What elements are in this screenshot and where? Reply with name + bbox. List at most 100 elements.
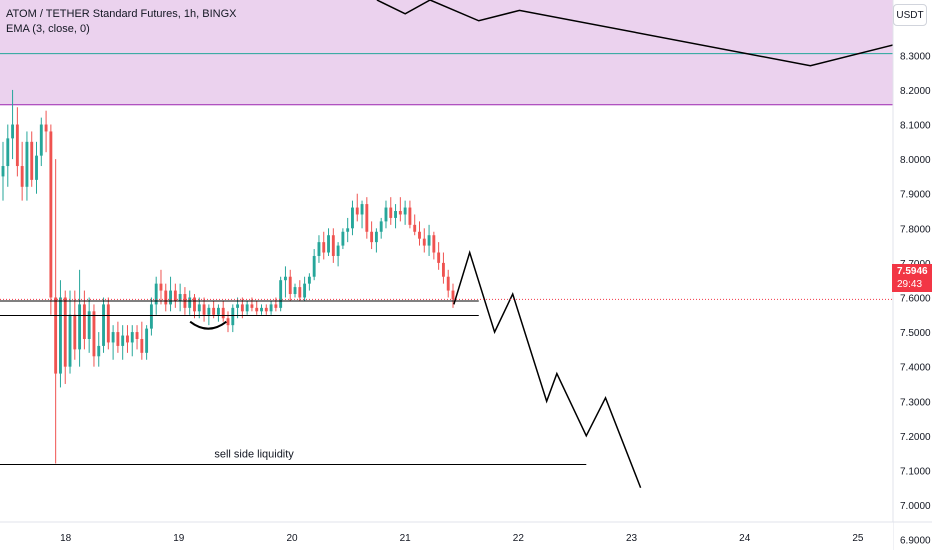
candle [1, 141, 5, 201]
candle-body [145, 328, 149, 353]
candle-body [418, 231, 421, 239]
y-tick-label: 8.1000 [900, 121, 931, 132]
y-tick-label: 6.9000 [900, 536, 931, 547]
candle [437, 242, 441, 270]
candle-body [35, 155, 38, 180]
y-tick-label: 7.6000 [900, 293, 931, 304]
candle-body [25, 141, 29, 187]
y-tick-label: 7.8000 [900, 224, 931, 235]
bar-countdown: 29:43 [897, 279, 923, 290]
candle [413, 214, 417, 236]
candle [260, 304, 263, 315]
y-tick-label: 7.0000 [900, 501, 931, 512]
candle-body [398, 211, 402, 215]
candle [351, 200, 354, 236]
candle-body [82, 304, 86, 339]
candle [269, 300, 273, 315]
candle [245, 300, 249, 315]
last-price-tag: 7.5946 29:43 [892, 264, 932, 292]
candle-body [269, 304, 273, 312]
candle [169, 276, 172, 312]
candle-body [149, 304, 153, 329]
candle [284, 266, 287, 298]
candle-body [260, 307, 263, 312]
candle-body [413, 224, 417, 232]
candle-body [432, 235, 436, 253]
candle [226, 311, 230, 333]
candle [389, 197, 393, 225]
candle [355, 193, 359, 222]
last-price-value: 7.5946 [897, 266, 928, 277]
candle [279, 276, 283, 312]
candle-body [173, 290, 177, 301]
candle-body [87, 311, 91, 339]
candle-body [68, 314, 72, 367]
candle-body [202, 304, 206, 315]
candle [159, 269, 163, 305]
candle-body [312, 255, 316, 277]
candle-body [226, 318, 230, 326]
candle-body [298, 287, 302, 298]
candle [116, 321, 120, 353]
candle [59, 280, 62, 388]
candle-body [451, 290, 455, 300]
candle-body [1, 166, 5, 177]
candle-body [59, 297, 62, 374]
candle-body [284, 276, 287, 281]
candle-body [446, 276, 450, 291]
candle-body [394, 211, 397, 218]
candle-body [178, 294, 182, 301]
candle-body [365, 204, 369, 232]
x-tick-label: 22 [513, 533, 525, 544]
candle [121, 325, 125, 360]
candle-body [355, 207, 359, 215]
candle [140, 321, 144, 360]
candle [441, 252, 445, 284]
candle [360, 200, 364, 229]
candle [178, 283, 182, 312]
candle [173, 283, 177, 308]
candle-body [255, 307, 259, 312]
candle-body [116, 332, 120, 346]
currency-selector[interactable]: USDT [893, 4, 927, 26]
candle-body [336, 245, 340, 256]
candle [126, 325, 129, 353]
candle-body [231, 307, 235, 326]
candle-body [159, 283, 163, 291]
candle [15, 107, 19, 177]
candle-body [130, 332, 134, 343]
y-tick-label: 8.2000 [900, 86, 931, 97]
upper-projection-path [376, 0, 894, 67]
candle-body [307, 276, 311, 284]
candle-body [39, 124, 43, 156]
candle-body [97, 345, 101, 357]
candle [39, 117, 43, 167]
candle [432, 231, 436, 260]
candle-body [78, 304, 82, 350]
candle [145, 325, 149, 360]
candle-body [245, 304, 249, 312]
candle-body [427, 235, 431, 246]
candles-layer [1, 89, 455, 464]
candle-body [322, 242, 326, 253]
candle-body [154, 283, 158, 305]
y-tick-label: 7.2000 [900, 432, 931, 443]
candle [264, 304, 268, 315]
candle-body [341, 231, 345, 246]
candle [394, 204, 397, 229]
indicator-label: EMA (3, close, 0) [6, 23, 90, 35]
candle-body [20, 166, 24, 187]
candle [374, 228, 378, 253]
candle [92, 304, 96, 367]
swing-low-mark [189, 320, 227, 330]
candle-body [274, 304, 278, 308]
candle [102, 297, 105, 353]
x-tick-label: 20 [286, 533, 298, 544]
candle [303, 276, 307, 301]
y-tick-label: 7.4000 [900, 363, 931, 374]
candle [446, 269, 450, 298]
candle-body [63, 297, 67, 367]
candle [427, 224, 431, 256]
candle-body [408, 207, 412, 225]
